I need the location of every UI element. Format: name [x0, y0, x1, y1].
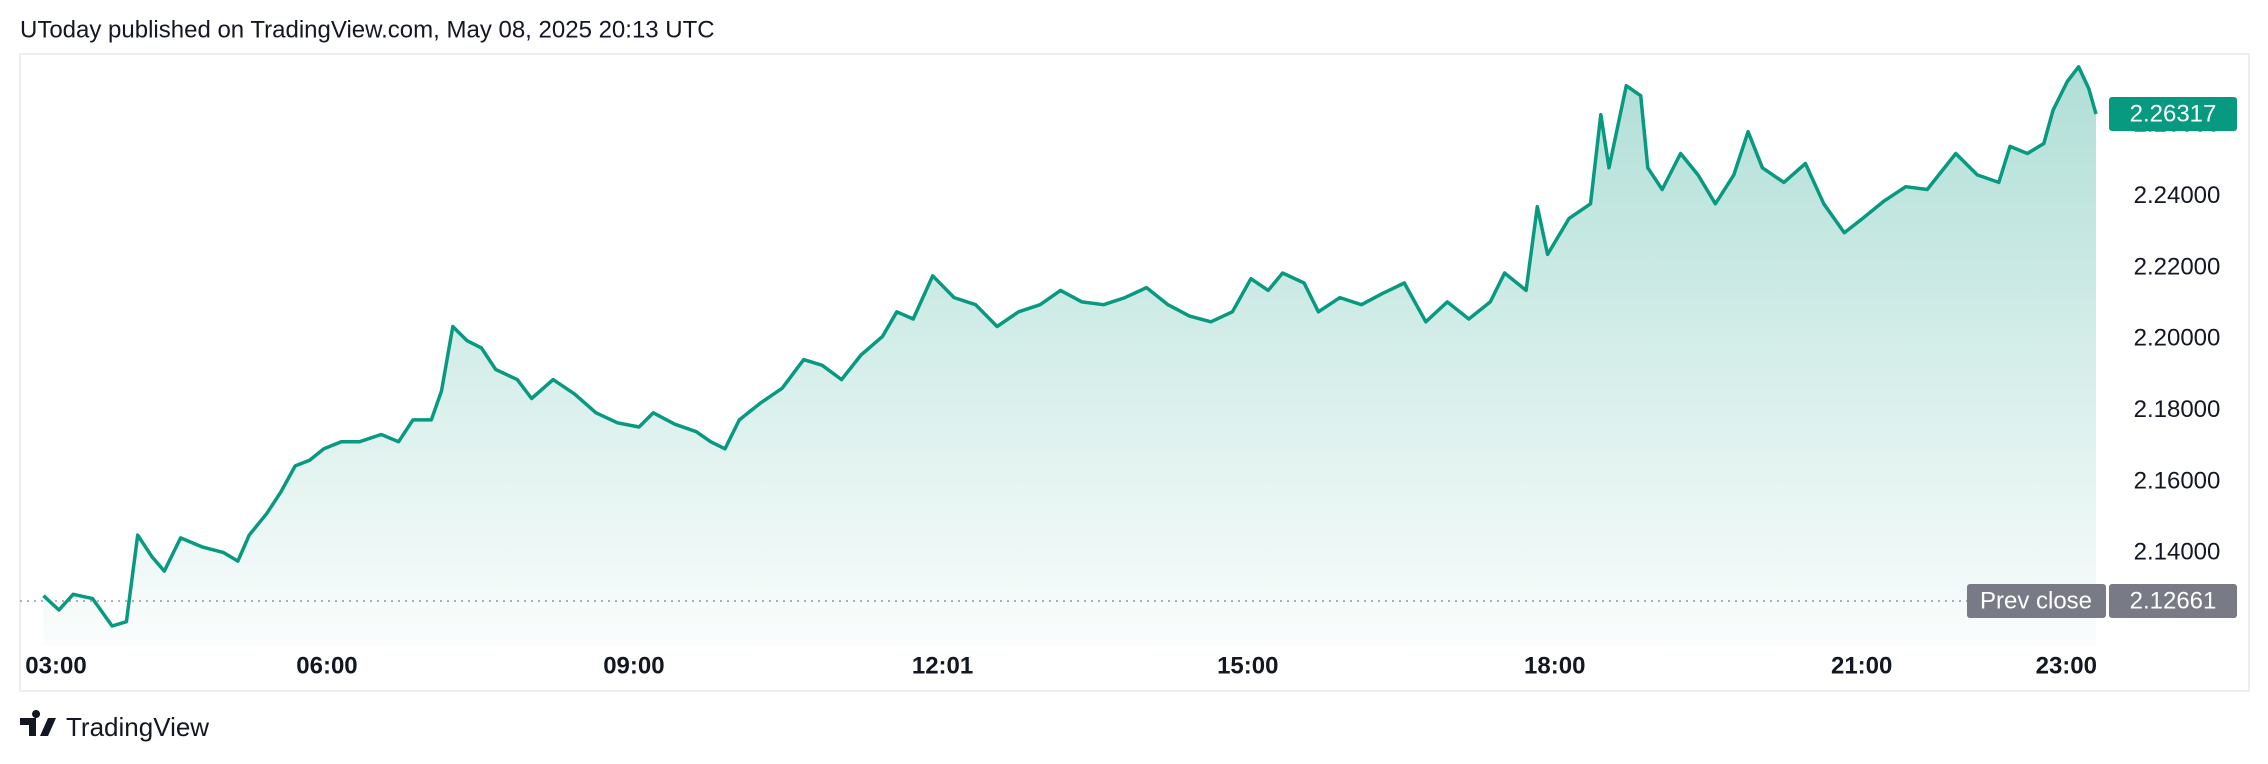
y-tick-label: 2.18000 — [2134, 396, 2221, 423]
last-price-label: 2.26317 — [2130, 100, 2217, 127]
branding: TradingView — [66, 712, 209, 742]
chart-frame — [19, 53, 2250, 692]
y-tick-label: 2.16000 — [2134, 467, 2221, 494]
chart-title: UToday published on TradingView.com, May… — [20, 16, 715, 43]
x-tick-label: 21:00 — [1831, 652, 1892, 679]
logo — [20, 710, 56, 736]
y-tick-label: 2.24000 — [2134, 182, 2221, 209]
prev-close-value: 2.12661 — [2130, 587, 2217, 614]
y-tick-label: 2.14000 — [2134, 539, 2221, 566]
prev-close-badge — [2109, 584, 2237, 619]
prev-close-label: Prev close — [1980, 587, 2092, 614]
price-line — [42, 65, 2098, 628]
y-tick-label: 2.22000 — [2134, 253, 2221, 280]
y-tick-label: 2.20000 — [2134, 325, 2221, 352]
x-tick-label: 12:01 — [912, 652, 973, 679]
last-price-badge — [2109, 97, 2237, 132]
x-tick-label: 09:00 — [603, 652, 664, 679]
x-tick-label: 18:00 — [1524, 652, 1585, 679]
x-tick-label: 15:00 — [1217, 652, 1278, 679]
prev-close-tag — [1967, 584, 2106, 619]
area-fill — [43, 66, 2096, 647]
x-tick-label: 06:00 — [296, 652, 357, 679]
x-tick-label: 23:00 — [2036, 652, 2097, 679]
x-tick-label: 03:00 — [25, 652, 86, 679]
